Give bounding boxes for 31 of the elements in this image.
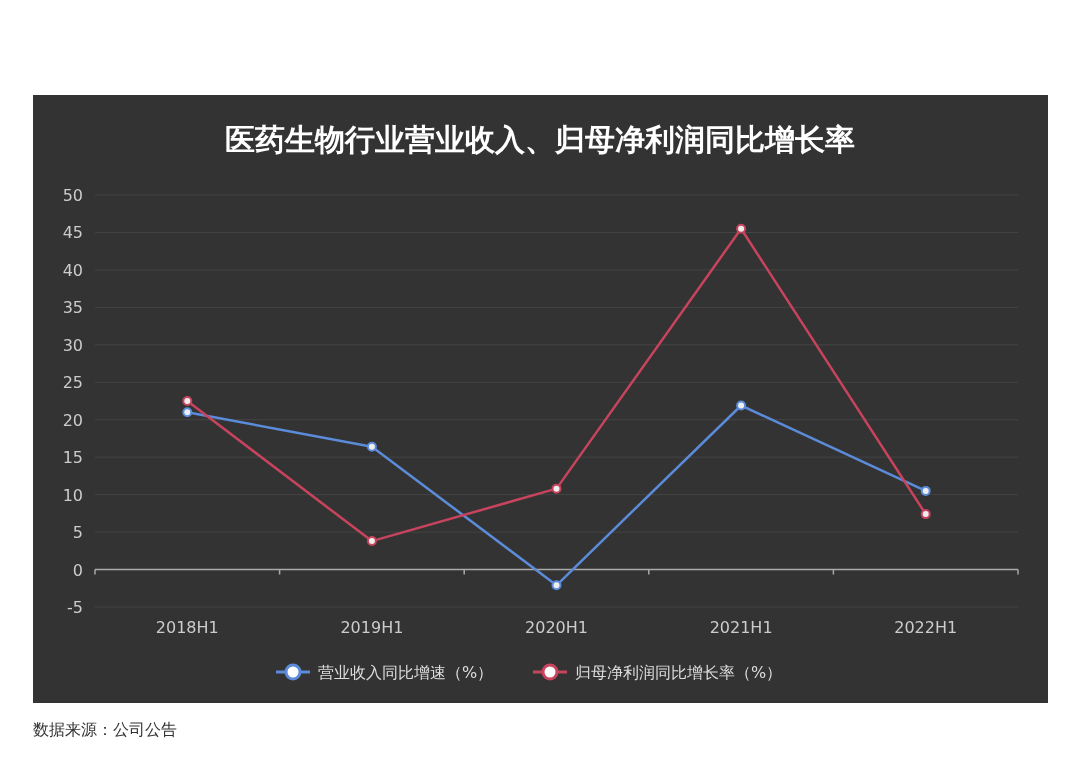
point — [182, 407, 193, 418]
y-tick-label: 35 — [62, 298, 83, 318]
point — [182, 396, 193, 406]
x-tick-label: 2018H1 — [155, 618, 219, 637]
point — [736, 400, 747, 411]
y-tick-label: -5 — [67, 598, 83, 617]
point — [920, 509, 931, 520]
source-note: 数据来源：公司公告 — [33, 720, 177, 739]
x-tick-label: 2019H1 — [340, 618, 404, 637]
y-tick-label: 0 — [72, 560, 83, 580]
y-tick-label: 5 — [72, 523, 83, 543]
x-tick-label: 2021H1 — [709, 618, 773, 637]
point — [366, 536, 377, 547]
x-tick-label: 2020H1 — [525, 618, 588, 637]
y-tick-label: 20 — [62, 410, 83, 430]
y-tick-label: 15 — [62, 448, 83, 468]
chart-title: 医药生物行业营业收入、归母净利润同比增长率 — [225, 122, 855, 157]
y-tick-label: 40 — [62, 260, 83, 280]
point — [920, 485, 931, 496]
point — [366, 441, 377, 452]
y-tick-label: 10 — [62, 485, 83, 505]
x-tick-label: 2022H1 — [894, 618, 958, 637]
y-tick-label: 50 — [62, 186, 83, 205]
y-tick-label: 45 — [62, 223, 83, 243]
y-tick-label: 30 — [62, 335, 83, 355]
y-tick-label: 25 — [62, 373, 83, 393]
legend-label: 归母净利润同比增长率（%） — [575, 663, 783, 682]
point — [736, 223, 747, 234]
point — [551, 483, 562, 494]
point — [551, 580, 562, 591]
legend-label: 营业收入同比增速（%） — [318, 663, 494, 682]
